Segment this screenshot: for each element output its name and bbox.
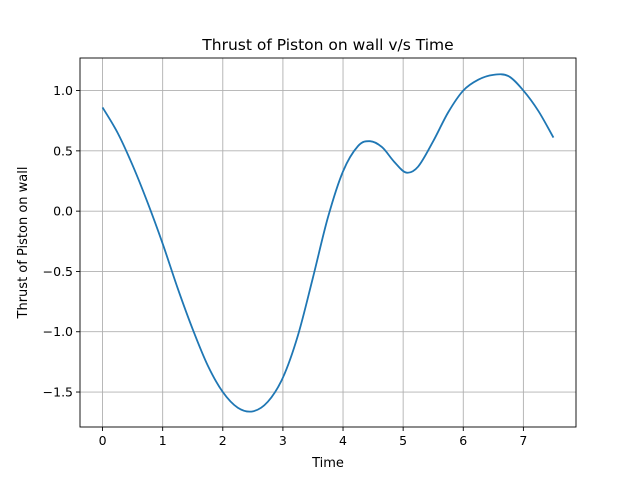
x-tick-label: 6: [459, 433, 467, 448]
grid: [80, 58, 576, 427]
y-tick-label: −1.0: [43, 324, 73, 339]
y-tick-label: 0.5: [53, 143, 73, 158]
y-tick-label: 0.0: [53, 204, 73, 219]
series-layer: [101, 73, 555, 413]
x-tick-label: 3: [279, 433, 287, 448]
series-line-thrust: [101, 73, 555, 413]
y-tick-label: −1.5: [43, 385, 73, 400]
x-tick-label: 5: [399, 433, 407, 448]
y-tick-label: 1.0: [53, 83, 73, 98]
x-axis-label: Time: [311, 456, 344, 471]
ticks: 0 1 2 3 4 5 6 7 −1.5 −1.0 −0.5 0.0 0.5 1.0: [43, 83, 528, 448]
x-tick-label: 4: [339, 433, 347, 448]
x-tick-label: 7: [519, 433, 527, 448]
x-tick-label: 0: [99, 433, 107, 448]
chart-title: Thrust of Piston on wall v/s Time: [201, 36, 453, 54]
y-tick-label: −0.5: [43, 264, 73, 279]
plot-frame: [79, 57, 577, 428]
x-tick-label: 1: [159, 433, 167, 448]
y-axis-label: Thrust of Piston on wall: [16, 167, 31, 320]
x-tick-label: 2: [219, 433, 227, 448]
